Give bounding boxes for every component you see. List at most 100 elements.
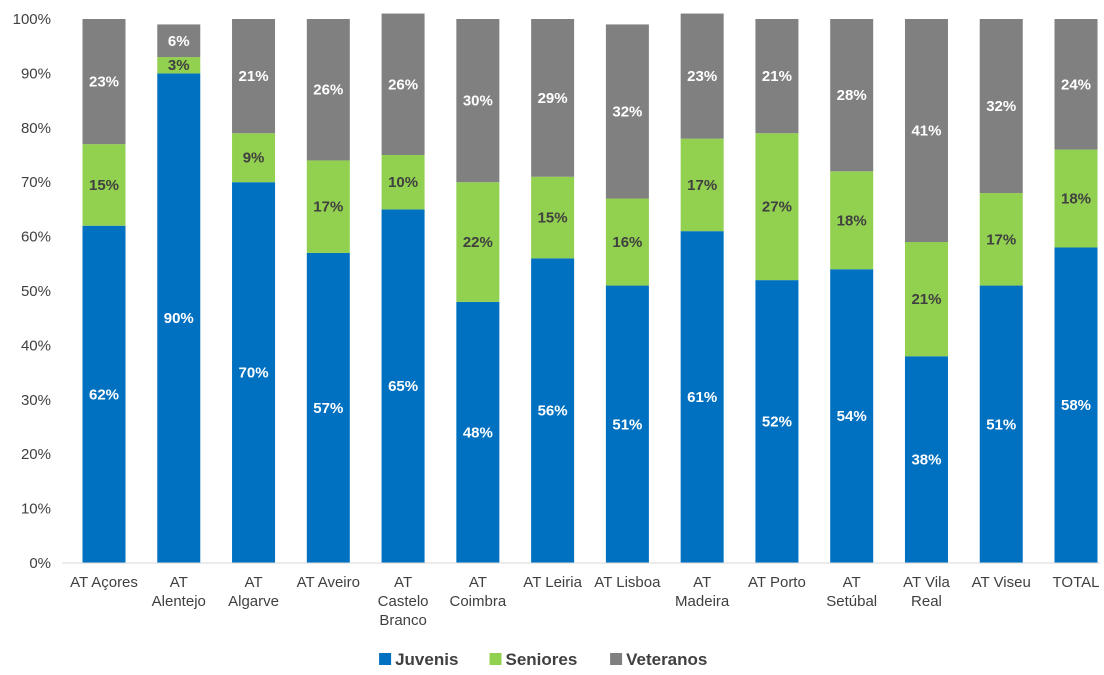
data-label-veteranos: 32% [612,103,642,120]
x-category-label: AT Porto [748,574,806,591]
bar-segment-juvenis [157,73,201,564]
y-tick-label: 10% [21,501,51,518]
data-label-juvenis: 57% [313,400,343,417]
data-label-seniores: 27% [762,199,792,216]
legend-swatch-veteranos [610,653,623,665]
data-label-veteranos: 28% [837,87,867,104]
y-tick-label: 100% [13,11,51,28]
data-label-seniores: 22% [463,234,493,251]
bar-segment-veteranos [680,13,724,139]
bar-segment-veteranos [381,13,425,156]
bar-segment-veteranos [157,24,201,58]
data-label-seniores: 15% [89,177,119,194]
data-label-juvenis: 90% [164,310,194,327]
bar-segment-juvenis [680,231,724,563]
data-label-veteranos: 6% [168,33,190,50]
data-label-seniores: 10% [388,174,418,191]
bars [82,13,1098,564]
bar-segment-seniores [306,160,350,253]
x-category-label: AT Lisboa [594,574,661,591]
legend-label-seniores: Seniores [506,650,578,669]
data-label-seniores: 21% [911,291,941,308]
bar-segment-veteranos [979,19,1023,194]
data-label-juvenis: 48% [463,424,493,441]
bar-segment-juvenis [456,301,500,563]
bar-segment-veteranos [605,24,649,199]
y-tick-label: 90% [21,65,51,82]
data-label-juvenis: 61% [687,389,717,406]
x-category-label: AT Açores [70,574,138,591]
data-label-juvenis: 54% [837,408,867,425]
bar-segment-seniores [680,138,724,232]
bar-segment-seniores [381,155,425,210]
bar-segment-veteranos [456,19,500,183]
data-label-juvenis: 58% [1061,397,1091,414]
y-axis: 0% 10% 20% 30% 40% 50% 60% 70% 80% 90% 100% [13,11,51,572]
data-label-seniores: 15% [538,210,568,227]
x-category-label: AT Setúbal [826,574,877,610]
data-label-juvenis: 51% [986,416,1016,433]
data-label-seniores: 3% [168,57,190,74]
bar-segment-seniores [979,193,1023,286]
data-label-veteranos: 23% [687,68,717,85]
bar-segment-seniores [157,57,201,74]
bar-segment-juvenis [82,225,126,563]
data-label-seniores: 17% [313,199,343,216]
bar-segment-juvenis [755,280,799,563]
bar-segment-juvenis [830,269,874,563]
bar-segment-juvenis [306,252,350,564]
bar-segment-seniores [1054,149,1098,248]
y-tick-label: 70% [21,174,51,191]
data-label-seniores: 17% [986,231,1016,248]
bar-segment-veteranos [306,19,350,161]
x-category-label: AT Coimbra [450,574,507,610]
bar-segment-seniores [232,133,276,183]
y-tick-label: 0% [29,555,51,572]
data-label-veteranos: 26% [313,82,343,99]
x-category-label: AT Viseu [972,574,1031,591]
bar-segment-juvenis [531,258,575,563]
bar-segment-veteranos [1054,19,1098,150]
legend-swatch-seniores [489,653,502,665]
bar-segment-juvenis [381,209,425,563]
bar-segment-juvenis [1054,247,1098,564]
data-label-seniores: 18% [1061,191,1091,208]
data-label-seniores: 9% [243,150,265,167]
x-category-label: AT Alentejo [152,574,206,610]
bar-segment-seniores [531,176,575,259]
x-category-label: AT Castelo Branco [378,574,429,629]
y-tick-label: 60% [21,229,51,246]
legend-swatch-juvenis [379,653,392,665]
data-label-veteranos: 21% [762,68,792,85]
x-category-label: AT Algarve [228,574,279,610]
bar-segment-veteranos [82,19,126,145]
data-label-juvenis: 52% [762,414,792,431]
bar-segment-juvenis [232,182,276,563]
bar-segment-seniores [755,133,799,281]
data-label-veteranos: 41% [911,123,941,140]
data-label-juvenis: 51% [612,416,642,433]
data-label-juvenis: 70% [239,365,269,382]
data-label-juvenis: 62% [89,386,119,403]
legend-label-veteranos: Veteranos [626,650,707,669]
x-category-label: AT Vila Real [903,574,950,610]
y-tick-label: 20% [21,446,51,463]
bar-segment-veteranos [755,19,799,134]
data-label-juvenis: 65% [388,378,418,395]
bar-segment-juvenis [605,285,649,563]
data-label-veteranos: 24% [1061,76,1091,93]
bar-segment-seniores [904,242,948,357]
data-label-veteranos: 26% [388,76,418,93]
data-label-seniores: 16% [612,234,642,251]
data-label-veteranos: 21% [239,68,269,85]
legend-label-juvenis: Juvenis [395,650,458,669]
bar-segment-juvenis [904,356,948,563]
bar-segment-seniores [456,182,500,302]
bar-segment-seniores [82,144,126,226]
data-label-juvenis: 38% [911,452,941,469]
x-category-label: AT Leiria [523,574,582,591]
data-label-veteranos: 30% [463,93,493,110]
x-category-label: AT Madeira [675,574,730,610]
